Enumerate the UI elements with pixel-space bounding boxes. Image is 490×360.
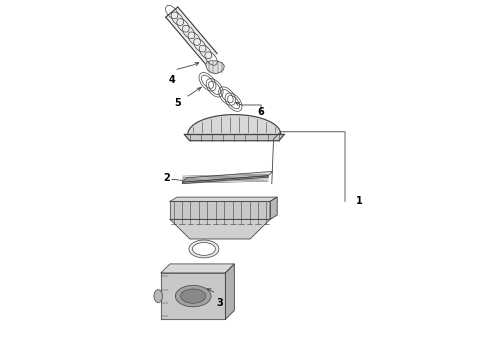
Polygon shape — [270, 197, 277, 219]
Polygon shape — [182, 176, 268, 184]
Polygon shape — [188, 114, 281, 134]
Ellipse shape — [175, 285, 211, 307]
Ellipse shape — [189, 240, 219, 258]
Polygon shape — [206, 61, 224, 73]
Polygon shape — [170, 219, 270, 239]
Polygon shape — [182, 171, 272, 182]
Polygon shape — [161, 273, 225, 319]
Polygon shape — [170, 197, 277, 202]
Text: 1: 1 — [356, 197, 363, 206]
Polygon shape — [184, 134, 284, 141]
Ellipse shape — [193, 243, 215, 255]
Text: 3: 3 — [217, 298, 223, 308]
Polygon shape — [166, 7, 217, 64]
Text: 5: 5 — [174, 98, 180, 108]
Ellipse shape — [181, 289, 206, 303]
Text: 4: 4 — [169, 75, 175, 85]
Polygon shape — [161, 264, 234, 273]
Text: 6: 6 — [258, 107, 265, 117]
Ellipse shape — [154, 290, 163, 302]
Text: 2: 2 — [163, 173, 170, 183]
Polygon shape — [225, 264, 234, 319]
Polygon shape — [170, 202, 270, 219]
